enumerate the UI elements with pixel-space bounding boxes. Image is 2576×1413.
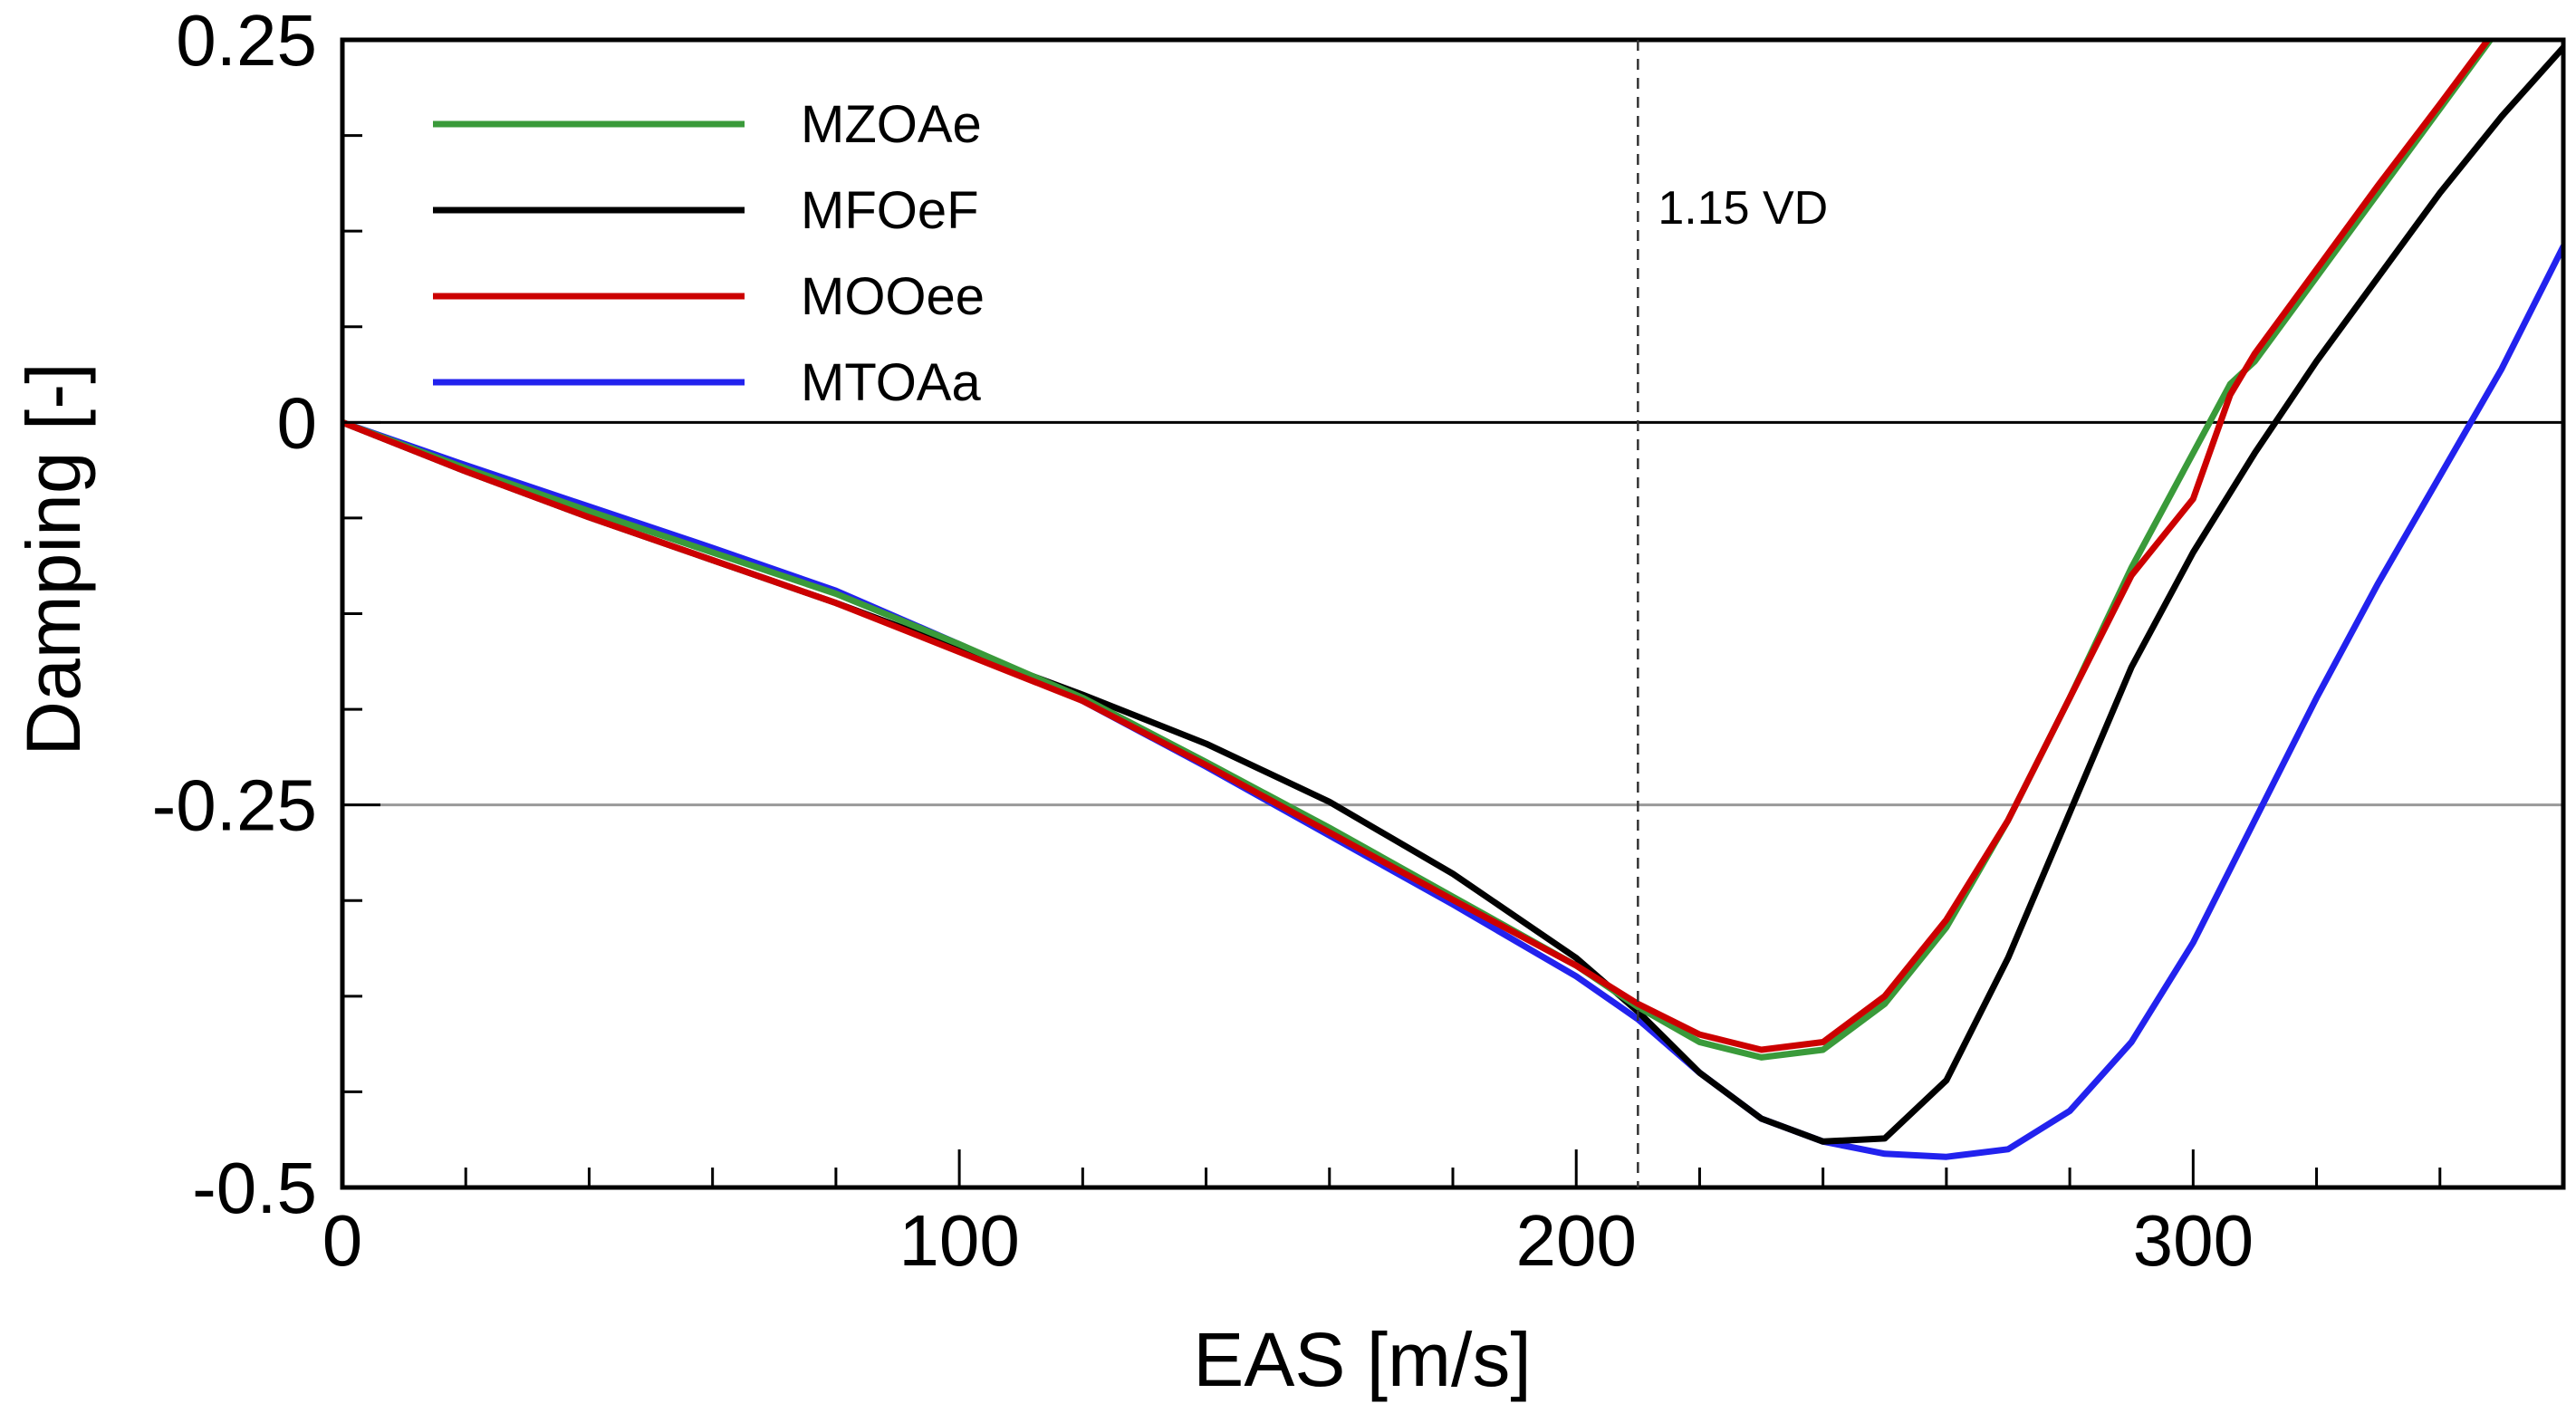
y-tick-label-0: -0.5 (192, 1148, 317, 1228)
vd-label-0: 1.15 VD (1658, 182, 1828, 235)
y-tick-label-3: 0.25 (176, 0, 317, 81)
y-axis-title: Damping [-] (11, 362, 96, 755)
y-tick-label-1: -0.25 (152, 765, 317, 846)
series-line-MZOAe (342, 40, 2494, 1061)
x-tick-label-3: 300 (2133, 1200, 2254, 1281)
x-axis-title: EAS [m/s] (1193, 1317, 1531, 1402)
tick-layer: 0 100 200 300 -0.5 -0.25 0 0.25 (152, 0, 2565, 1281)
legend-label-MOOee: MOOee (801, 267, 985, 326)
annotation-layer: 1.15 VD (1637, 40, 1828, 1187)
grid-layer (342, 420, 2563, 807)
legend: MZOAe MFOeF MOOee MTOAa (433, 95, 985, 412)
series-line-MOOee (342, 40, 2493, 1053)
x-tick-label-1: 100 (899, 1200, 1019, 1281)
x-tick-label-2: 200 (1515, 1200, 1636, 1281)
x-tick-label-0: 0 (322, 1200, 363, 1281)
legend-label-MTOAa: MTOAa (801, 353, 981, 412)
y-tick-label-2: 0 (277, 382, 318, 463)
legend-label-MZOAe: MZOAe (801, 95, 982, 154)
legend-label-MFOeF: MFOeF (801, 181, 979, 240)
series-layer (342, 40, 2563, 1160)
